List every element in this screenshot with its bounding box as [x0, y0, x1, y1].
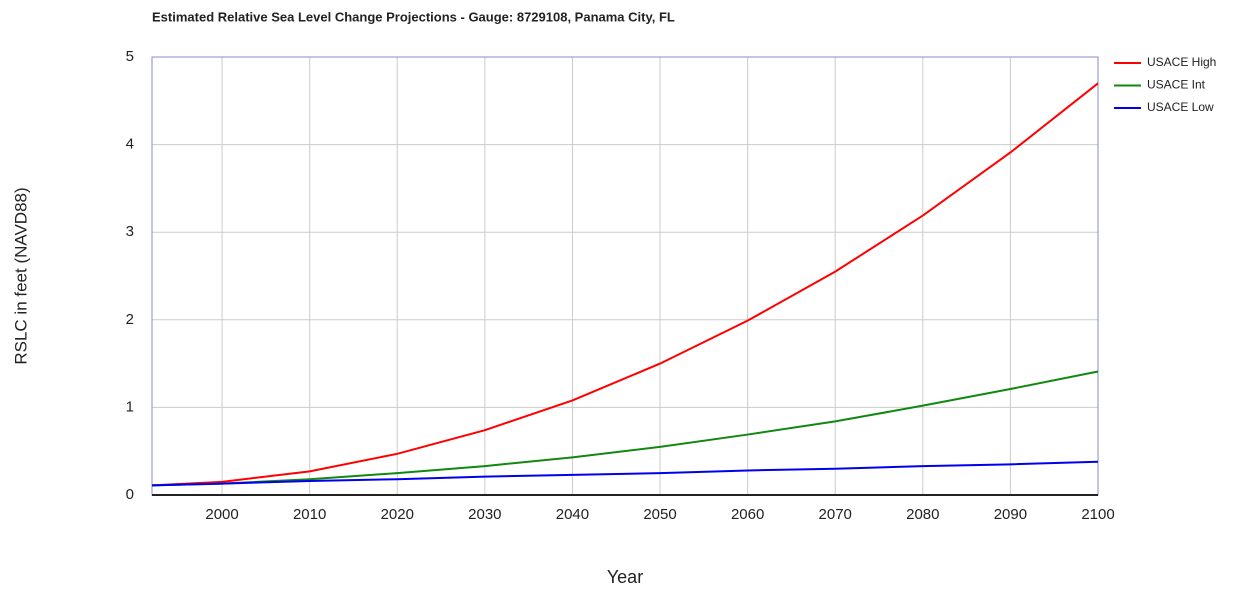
x-tick-label: 2050: [643, 506, 676, 523]
x-tick-label: 2020: [381, 506, 414, 523]
y-tick-label: 0: [126, 486, 134, 503]
series-line: [151, 460, 1099, 487]
x-tick-label: 2060: [731, 506, 764, 523]
x-tick-label: 2100: [1081, 506, 1114, 523]
x-tick-label: 2010: [293, 506, 326, 523]
x-tick-label: 2040: [556, 506, 589, 523]
series-line: [151, 370, 1099, 487]
x-tick-label: 2080: [906, 506, 939, 523]
legend-label: USACE Int: [1147, 78, 1206, 92]
legend-label: USACE Low: [1147, 100, 1214, 114]
x-tick-label: 2070: [819, 506, 852, 523]
y-tick-label: 5: [126, 48, 134, 65]
x-tick-label: 2000: [205, 506, 238, 523]
y-axis-label: RSLC in feet (NAVD88): [11, 187, 30, 364]
chart-title: Estimated Relative Sea Level Change Proj…: [152, 9, 675, 24]
y-tick-label: 1: [126, 398, 134, 415]
x-tick-label: 2090: [994, 506, 1027, 523]
y-tick-label: 2: [126, 311, 134, 328]
series-line: [151, 82, 1099, 487]
x-tick-label: 2030: [468, 506, 501, 523]
y-tick-label: 3: [126, 223, 134, 240]
plot-border: [151, 56, 1099, 496]
legend-label: USACE High: [1147, 55, 1216, 69]
x-axis-label: Year: [607, 567, 643, 587]
y-tick-label: 4: [126, 136, 134, 153]
